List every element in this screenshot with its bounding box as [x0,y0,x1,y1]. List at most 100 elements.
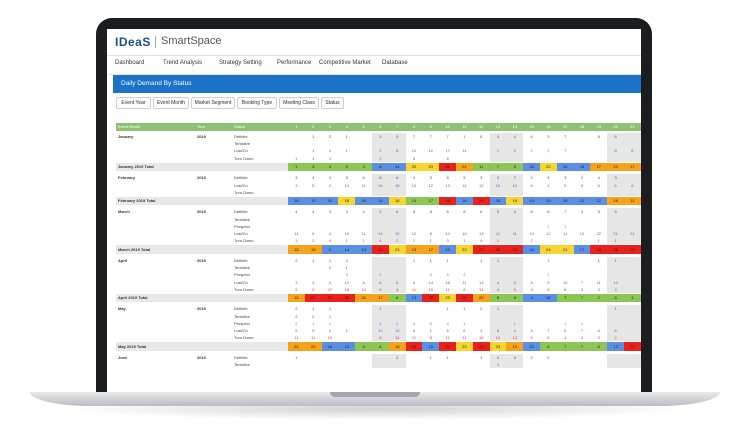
value-cell: 11 [462,148,467,154]
header-day: 17 [562,124,568,129]
total-cell-bg [540,293,557,303]
nav-performance[interactable]: Performance [277,60,312,66]
value-cell: 8 [379,335,382,341]
value-cell: 4 [513,134,516,139]
total-value: 20 [344,295,350,301]
nav-trend-analysis[interactable]: Trend Analysis [163,60,203,66]
header-day: 5 [362,124,365,129]
total-value: 23 [495,343,501,349]
status-label: Prospect [234,272,250,278]
total-cell-bg [556,293,574,303]
total-cell-bg [456,342,473,351]
value-cell: 8 [396,148,399,154]
weekend-shade [388,133,406,162]
value-cell: 6 [530,134,533,139]
total-cell-bg [338,293,356,303]
total-cell-bg [607,293,624,303]
total-cell-bg [540,342,557,351]
value-cell: 10 [462,231,467,236]
total-cell-bg [506,342,524,351]
total-value: 24 [411,343,417,349]
value-cell: 1 [429,238,432,244]
value-cell: 1 [429,354,432,360]
value-cell: 4 [547,182,550,188]
total-cell-bg [355,245,372,254]
value-cell: 4 [328,238,332,244]
value-cell: 3 [480,175,483,181]
filter-status[interactable]: Status [321,97,344,109]
value-cell: 8 [379,175,382,181]
total-value: 16 [361,198,366,204]
value-cell: 8 [429,335,432,341]
value-cell: 4 [496,286,500,292]
value-cell: 1 [463,320,466,326]
value-cell: 3 [328,209,332,215]
value-cell: 2 [312,313,315,319]
nav-competitive-market[interactable]: Competitive Market [319,60,371,66]
value-cell: 4 [597,175,600,181]
total-value: 31 [445,164,450,170]
nav-dashboard[interactable]: Dashboard [115,60,145,66]
value-cell: 1 [429,257,432,263]
value-cell: 1 [597,257,600,263]
total-value: 17 [579,246,585,252]
total-cell-bg [472,196,490,206]
filter-event-month[interactable]: Event Month [153,97,189,109]
value-cell: 2 [530,148,533,154]
total-value: 21 [310,295,316,301]
filter-booking-type[interactable]: Booking Type [237,97,277,109]
total-value: 15 [428,343,434,349]
value-cell: 1 [328,155,332,161]
total-value: 12 [596,198,602,204]
value-cell: 1 [480,257,483,263]
value-cell: 4 [564,335,567,341]
filter-meeting-class[interactable]: Meeting Class [279,97,319,109]
total-value: 18 [344,198,350,204]
total-value: 23 [428,164,434,170]
value-cell: 2 [396,354,399,360]
total-value: 23 [462,343,467,349]
value-cell: 10 [394,328,400,333]
total-label: March 2019 Total [118,246,151,252]
total-cell-bg [523,293,540,303]
value-cell: 1 [328,257,332,263]
weekend-shade [624,256,641,293]
total-value: 18 [394,343,400,349]
value-cell: 6 [564,328,567,333]
total-value: 24 [478,198,484,204]
value-cell: 4 [362,209,365,215]
total-value: 14 [411,198,417,204]
total-cell-bg [321,196,339,206]
value-cell: 5 [412,209,416,215]
value-cell: 16 [378,182,383,188]
value-cell: 3 [295,238,298,244]
report-title-bar: Daily Demand By Status [113,75,641,93]
value-cell: 6 [463,328,466,333]
header-day: 20 [613,124,618,129]
total-label: April 2019 Total [118,295,148,301]
total-value: 12 [579,198,585,204]
nav-strategy-setting[interactable]: Strategy Setting [219,60,262,66]
weekend-shade [506,256,524,293]
total-cell-bg [607,162,624,172]
value-cell: 14 [445,231,450,236]
filter-event-year[interactable]: Event Year [116,97,151,109]
total-value: 8 [379,164,382,170]
value-cell: 4 [513,209,516,215]
nav-database[interactable]: Database [382,60,408,66]
value-cell: 14 [428,279,434,285]
value-cell: 1 [496,257,500,263]
filter-market-segment[interactable]: Market Segment [191,97,235,109]
header-day: 2 [312,124,315,129]
total-value: 2 [597,295,600,301]
value-cell: 1 [429,328,432,333]
value-cell: 7 [547,328,550,333]
total-cell-bg [388,293,406,303]
value-cell: 3 [328,231,332,236]
total-cell-bg [456,196,473,206]
value-cell: 2 [379,272,382,278]
total-cell-bg [590,162,608,172]
value-cell: 5 [597,209,600,215]
total-value: 14 [327,198,333,204]
value-cell: 6 [362,175,365,181]
